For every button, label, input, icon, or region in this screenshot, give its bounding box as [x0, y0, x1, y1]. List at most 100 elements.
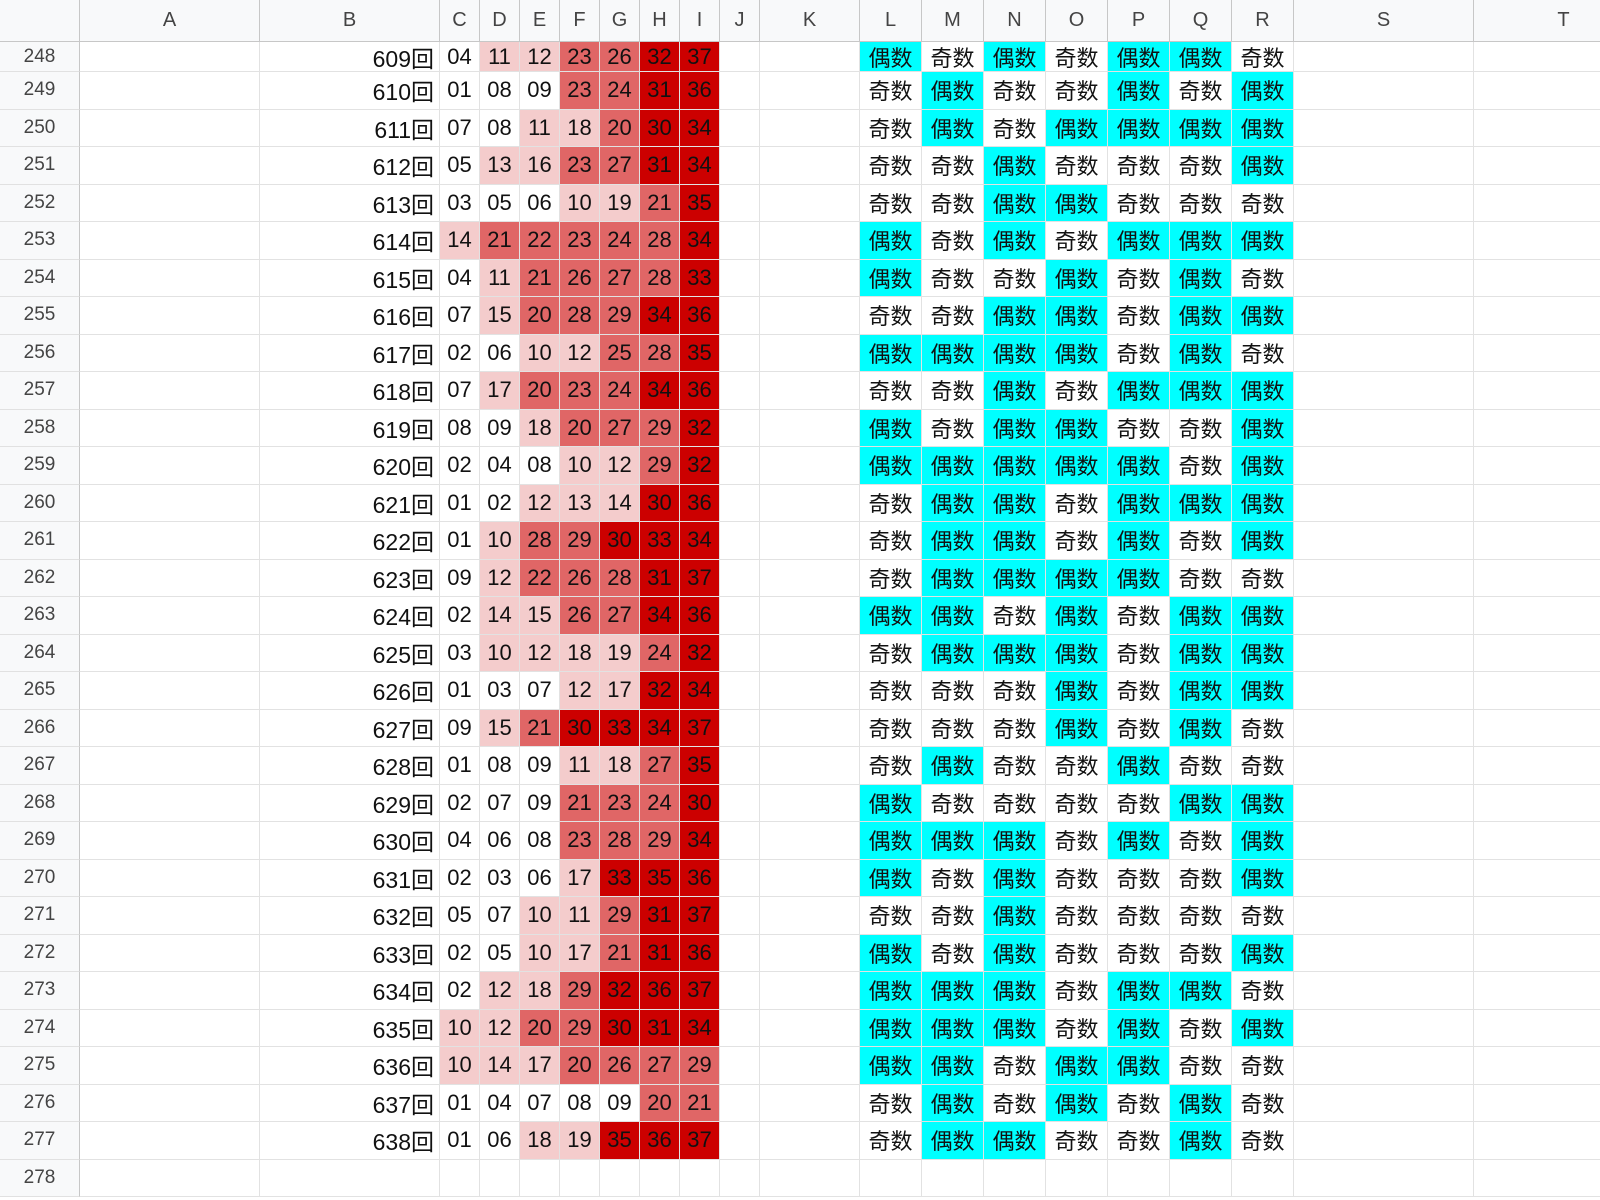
parity-cell[interactable]: 偶数 — [1108, 72, 1170, 110]
lotto-number-cell[interactable]: 21 — [520, 259, 560, 297]
parity-cell[interactable]: 偶数 — [1108, 747, 1170, 785]
parity-cell[interactable]: 奇数 — [1046, 222, 1108, 260]
parity-cell[interactable]: 奇数 — [1108, 784, 1170, 822]
parity-cell[interactable]: 偶数 — [860, 859, 922, 897]
empty-cell[interactable] — [760, 409, 860, 447]
empty-cell[interactable] — [1294, 1084, 1474, 1122]
parity-cell[interactable]: 奇数 — [1108, 597, 1170, 635]
lotto-number-cell[interactable]: 03 — [440, 184, 480, 222]
empty-cell[interactable] — [922, 1159, 984, 1197]
empty-cell[interactable] — [80, 109, 260, 147]
lotto-number-cell[interactable]: 36 — [680, 597, 720, 635]
parity-cell[interactable]: 奇数 — [1046, 972, 1108, 1010]
parity-cell[interactable]: 奇数 — [1046, 147, 1108, 185]
lotto-number-cell[interactable]: 12 — [560, 334, 600, 372]
parity-cell[interactable]: 偶数 — [922, 109, 984, 147]
lotto-number-cell[interactable]: 02 — [440, 447, 480, 485]
column-header-m[interactable]: M — [922, 0, 984, 42]
lotto-number-cell[interactable]: 11 — [560, 747, 600, 785]
empty-cell[interactable] — [1474, 410, 1600, 447]
empty-cell[interactable] — [1294, 184, 1474, 222]
parity-cell[interactable]: 偶数 — [1232, 409, 1294, 447]
parity-cell[interactable]: 偶数 — [1170, 372, 1232, 410]
lotto-number-cell[interactable]: 35 — [640, 859, 680, 897]
draw-number-cell[interactable]: 632回 — [260, 897, 440, 935]
lotto-number-cell[interactable]: 27 — [640, 1047, 680, 1085]
lotto-number-cell[interactable]: 20 — [520, 1009, 560, 1047]
lotto-number-cell[interactable]: 08 — [480, 747, 520, 785]
parity-cell[interactable]: 偶数 — [1108, 522, 1170, 560]
lotto-number-cell[interactable]: 35 — [600, 1122, 640, 1160]
lotto-number-cell[interactable]: 25 — [600, 334, 640, 372]
lotto-number-cell[interactable]: 34 — [640, 297, 680, 335]
lotto-number-cell[interactable]: 28 — [640, 334, 680, 372]
lotto-number-cell[interactable]: 20 — [560, 409, 600, 447]
parity-cell[interactable]: 偶数 — [1046, 334, 1108, 372]
draw-number-cell[interactable]: 610回 — [260, 72, 440, 110]
lotto-number-cell[interactable]: 18 — [560, 109, 600, 147]
lotto-number-cell[interactable]: 21 — [640, 184, 680, 222]
parity-cell[interactable]: 偶数 — [1232, 822, 1294, 860]
parity-cell[interactable]: 偶数 — [1232, 222, 1294, 260]
empty-cell[interactable] — [1294, 72, 1474, 110]
parity-cell[interactable]: 奇数 — [1046, 1122, 1108, 1160]
lotto-number-cell[interactable]: 07 — [440, 372, 480, 410]
draw-number-cell[interactable]: 624回 — [260, 597, 440, 635]
empty-cell[interactable] — [760, 259, 860, 297]
empty-cell[interactable] — [760, 297, 860, 335]
lotto-number-cell[interactable]: 11 — [480, 259, 520, 297]
parity-cell[interactable]: 偶数 — [984, 484, 1046, 522]
parity-cell[interactable]: 奇数 — [984, 709, 1046, 747]
empty-cell[interactable] — [720, 597, 760, 635]
parity-cell[interactable]: 奇数 — [984, 259, 1046, 297]
column-header-k[interactable]: K — [760, 0, 860, 42]
empty-cell[interactable] — [760, 184, 860, 222]
lotto-number-cell[interactable]: 34 — [680, 147, 720, 185]
column-header-d[interactable]: D — [480, 0, 520, 42]
empty-cell[interactable] — [1474, 110, 1600, 147]
parity-cell[interactable]: 偶数 — [1046, 1047, 1108, 1085]
empty-cell[interactable] — [1294, 859, 1474, 897]
parity-cell[interactable]: 奇数 — [922, 259, 984, 297]
empty-cell[interactable] — [760, 597, 860, 635]
empty-cell[interactable] — [80, 147, 260, 185]
empty-cell[interactable] — [1474, 897, 1600, 935]
parity-cell[interactable]: 偶数 — [984, 522, 1046, 560]
parity-cell[interactable]: 奇数 — [984, 109, 1046, 147]
parity-cell[interactable]: 偶数 — [1108, 484, 1170, 522]
lotto-number-cell[interactable]: 18 — [520, 1122, 560, 1160]
draw-number-cell[interactable]: 633回 — [260, 934, 440, 972]
parity-cell[interactable]: 偶数 — [922, 634, 984, 672]
lotto-number-cell[interactable]: 23 — [560, 372, 600, 410]
empty-cell[interactable] — [1474, 785, 1600, 822]
empty-cell[interactable] — [1294, 297, 1474, 335]
empty-cell[interactable] — [80, 672, 260, 710]
empty-cell[interactable] — [984, 1159, 1046, 1197]
lotto-number-cell[interactable]: 14 — [440, 222, 480, 260]
parity-cell[interactable]: 奇数 — [922, 784, 984, 822]
column-header-g[interactable]: G — [600, 0, 640, 42]
lotto-number-cell[interactable]: 29 — [680, 1047, 720, 1085]
lotto-number-cell[interactable]: 16 — [520, 147, 560, 185]
parity-cell[interactable]: 奇数 — [1046, 72, 1108, 110]
parity-cell[interactable]: 奇数 — [860, 559, 922, 597]
parity-cell[interactable]: 奇数 — [984, 747, 1046, 785]
parity-cell[interactable]: 奇数 — [1108, 409, 1170, 447]
empty-cell[interactable] — [720, 1159, 760, 1197]
empty-cell[interactable] — [1474, 447, 1600, 485]
empty-cell[interactable] — [720, 747, 760, 785]
row-header[interactable]: 263 — [0, 597, 80, 635]
empty-cell[interactable] — [520, 1159, 560, 1197]
row-header[interactable]: 278 — [0, 1159, 80, 1197]
parity-cell[interactable]: 奇数 — [922, 42, 984, 72]
empty-cell[interactable] — [1474, 335, 1600, 372]
draw-number-cell[interactable]: 637回 — [260, 1084, 440, 1122]
parity-cell[interactable]: 奇数 — [1232, 972, 1294, 1010]
empty-cell[interactable] — [760, 522, 860, 560]
parity-cell[interactable]: 奇数 — [1232, 747, 1294, 785]
parity-cell[interactable]: 奇数 — [1046, 484, 1108, 522]
draw-number-cell[interactable]: 626回 — [260, 672, 440, 710]
draw-number-cell[interactable]: 630回 — [260, 822, 440, 860]
empty-cell[interactable] — [720, 1009, 760, 1047]
lotto-number-cell[interactable]: 28 — [600, 822, 640, 860]
